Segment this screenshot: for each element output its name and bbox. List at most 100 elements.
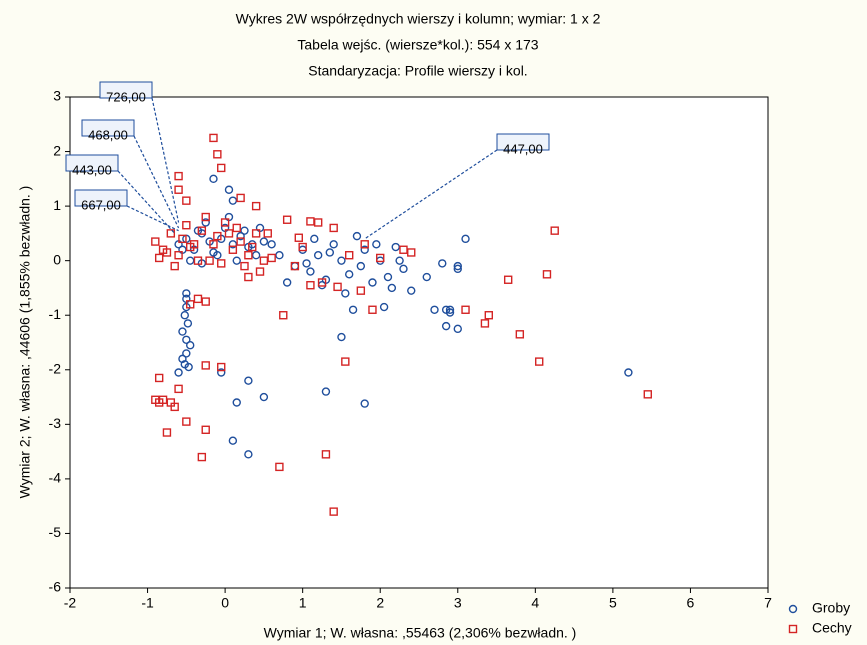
legend-marker: [788, 624, 798, 634]
point: [306, 267, 315, 276]
point: [337, 256, 346, 265]
point: [154, 373, 164, 383]
annotation-text: 468,00: [88, 127, 128, 142]
point: [205, 256, 214, 265]
annotation-box: [99, 81, 153, 99]
point: [182, 196, 191, 205]
point: [197, 452, 207, 462]
point: [317, 278, 327, 287]
point: [290, 261, 300, 271]
point: [484, 311, 493, 320]
point: [441, 321, 451, 331]
point: [228, 436, 238, 445]
x-tick-label: -1: [141, 595, 154, 611]
point: [236, 237, 245, 246]
point: [259, 237, 269, 246]
legend-label: Cechy: [812, 620, 852, 636]
point: [441, 305, 451, 314]
x-tick-label: -2: [64, 595, 77, 611]
point: [217, 368, 226, 377]
y-tick-label: -3: [49, 415, 62, 431]
point: [174, 185, 183, 194]
point: [535, 357, 544, 366]
point: [174, 251, 183, 260]
point: [550, 226, 559, 235]
x-tick-label: 3: [454, 595, 462, 611]
point: [217, 362, 226, 372]
point: [186, 242, 195, 252]
point: [197, 226, 207, 235]
point: [313, 218, 323, 227]
point: [178, 234, 187, 244]
point: [279, 311, 288, 320]
point: [333, 282, 342, 292]
annotation-line: [133, 135, 180, 229]
legend-label: Groby: [812, 600, 850, 616]
point: [244, 272, 253, 282]
point: [360, 245, 369, 254]
point: [345, 270, 354, 279]
point: [372, 240, 381, 249]
point: [348, 305, 358, 314]
point: [399, 245, 408, 254]
point: [174, 368, 183, 377]
point: [325, 248, 335, 257]
point: [228, 196, 238, 205]
y-tick-label: -1: [49, 306, 62, 322]
point: [503, 275, 513, 284]
point: [379, 302, 389, 312]
annotation-box: [65, 154, 119, 172]
point: [251, 229, 261, 238]
annotation-line: [151, 97, 180, 223]
plot-area: [69, 96, 769, 589]
point: [240, 261, 249, 271]
point: [213, 231, 222, 241]
chart-title: Wykres 2W współrzędnych wierszy i kolumn…: [236, 11, 601, 27]
annotation-text: 726,00: [106, 89, 146, 104]
point: [515, 330, 525, 339]
point: [643, 390, 652, 399]
point: [391, 242, 400, 252]
point: [244, 251, 253, 260]
point: [251, 201, 261, 211]
point: [232, 256, 241, 265]
point: [180, 311, 189, 320]
point: [321, 450, 331, 459]
y-tick-label: -5: [49, 524, 62, 540]
point: [162, 428, 172, 437]
point: [294, 233, 303, 242]
point: [240, 226, 249, 235]
x-tick-label: 1: [299, 595, 307, 611]
y-tick-label: 3: [53, 88, 61, 104]
point: [329, 507, 338, 516]
point: [302, 259, 311, 268]
point: [244, 450, 253, 459]
point: [232, 398, 241, 407]
point: [360, 240, 369, 249]
x-tick-label: 0: [221, 595, 229, 611]
point: [193, 294, 203, 304]
point: [154, 253, 164, 263]
point: [263, 229, 272, 238]
point: [201, 297, 210, 306]
point: [209, 174, 218, 184]
point: [186, 341, 195, 350]
point: [174, 384, 183, 394]
y-tick-label: -2: [49, 360, 62, 376]
y-tick-label: -6: [49, 579, 62, 595]
point: [193, 256, 203, 265]
point: [399, 264, 408, 274]
x-tick-label: 6: [687, 595, 695, 611]
x-tick-label: 2: [376, 595, 384, 611]
point: [224, 185, 234, 194]
point: [356, 286, 366, 295]
annotation-line: [364, 149, 498, 240]
point: [453, 324, 462, 334]
point: [329, 223, 338, 233]
y-tick-label: 1: [53, 197, 61, 213]
point: [345, 251, 354, 260]
point: [248, 242, 257, 252]
point: [174, 171, 183, 181]
point: [368, 278, 377, 287]
chart-subtitle: Tabela wejśc. (wiersze*kol.): 554 x 173: [297, 37, 538, 53]
